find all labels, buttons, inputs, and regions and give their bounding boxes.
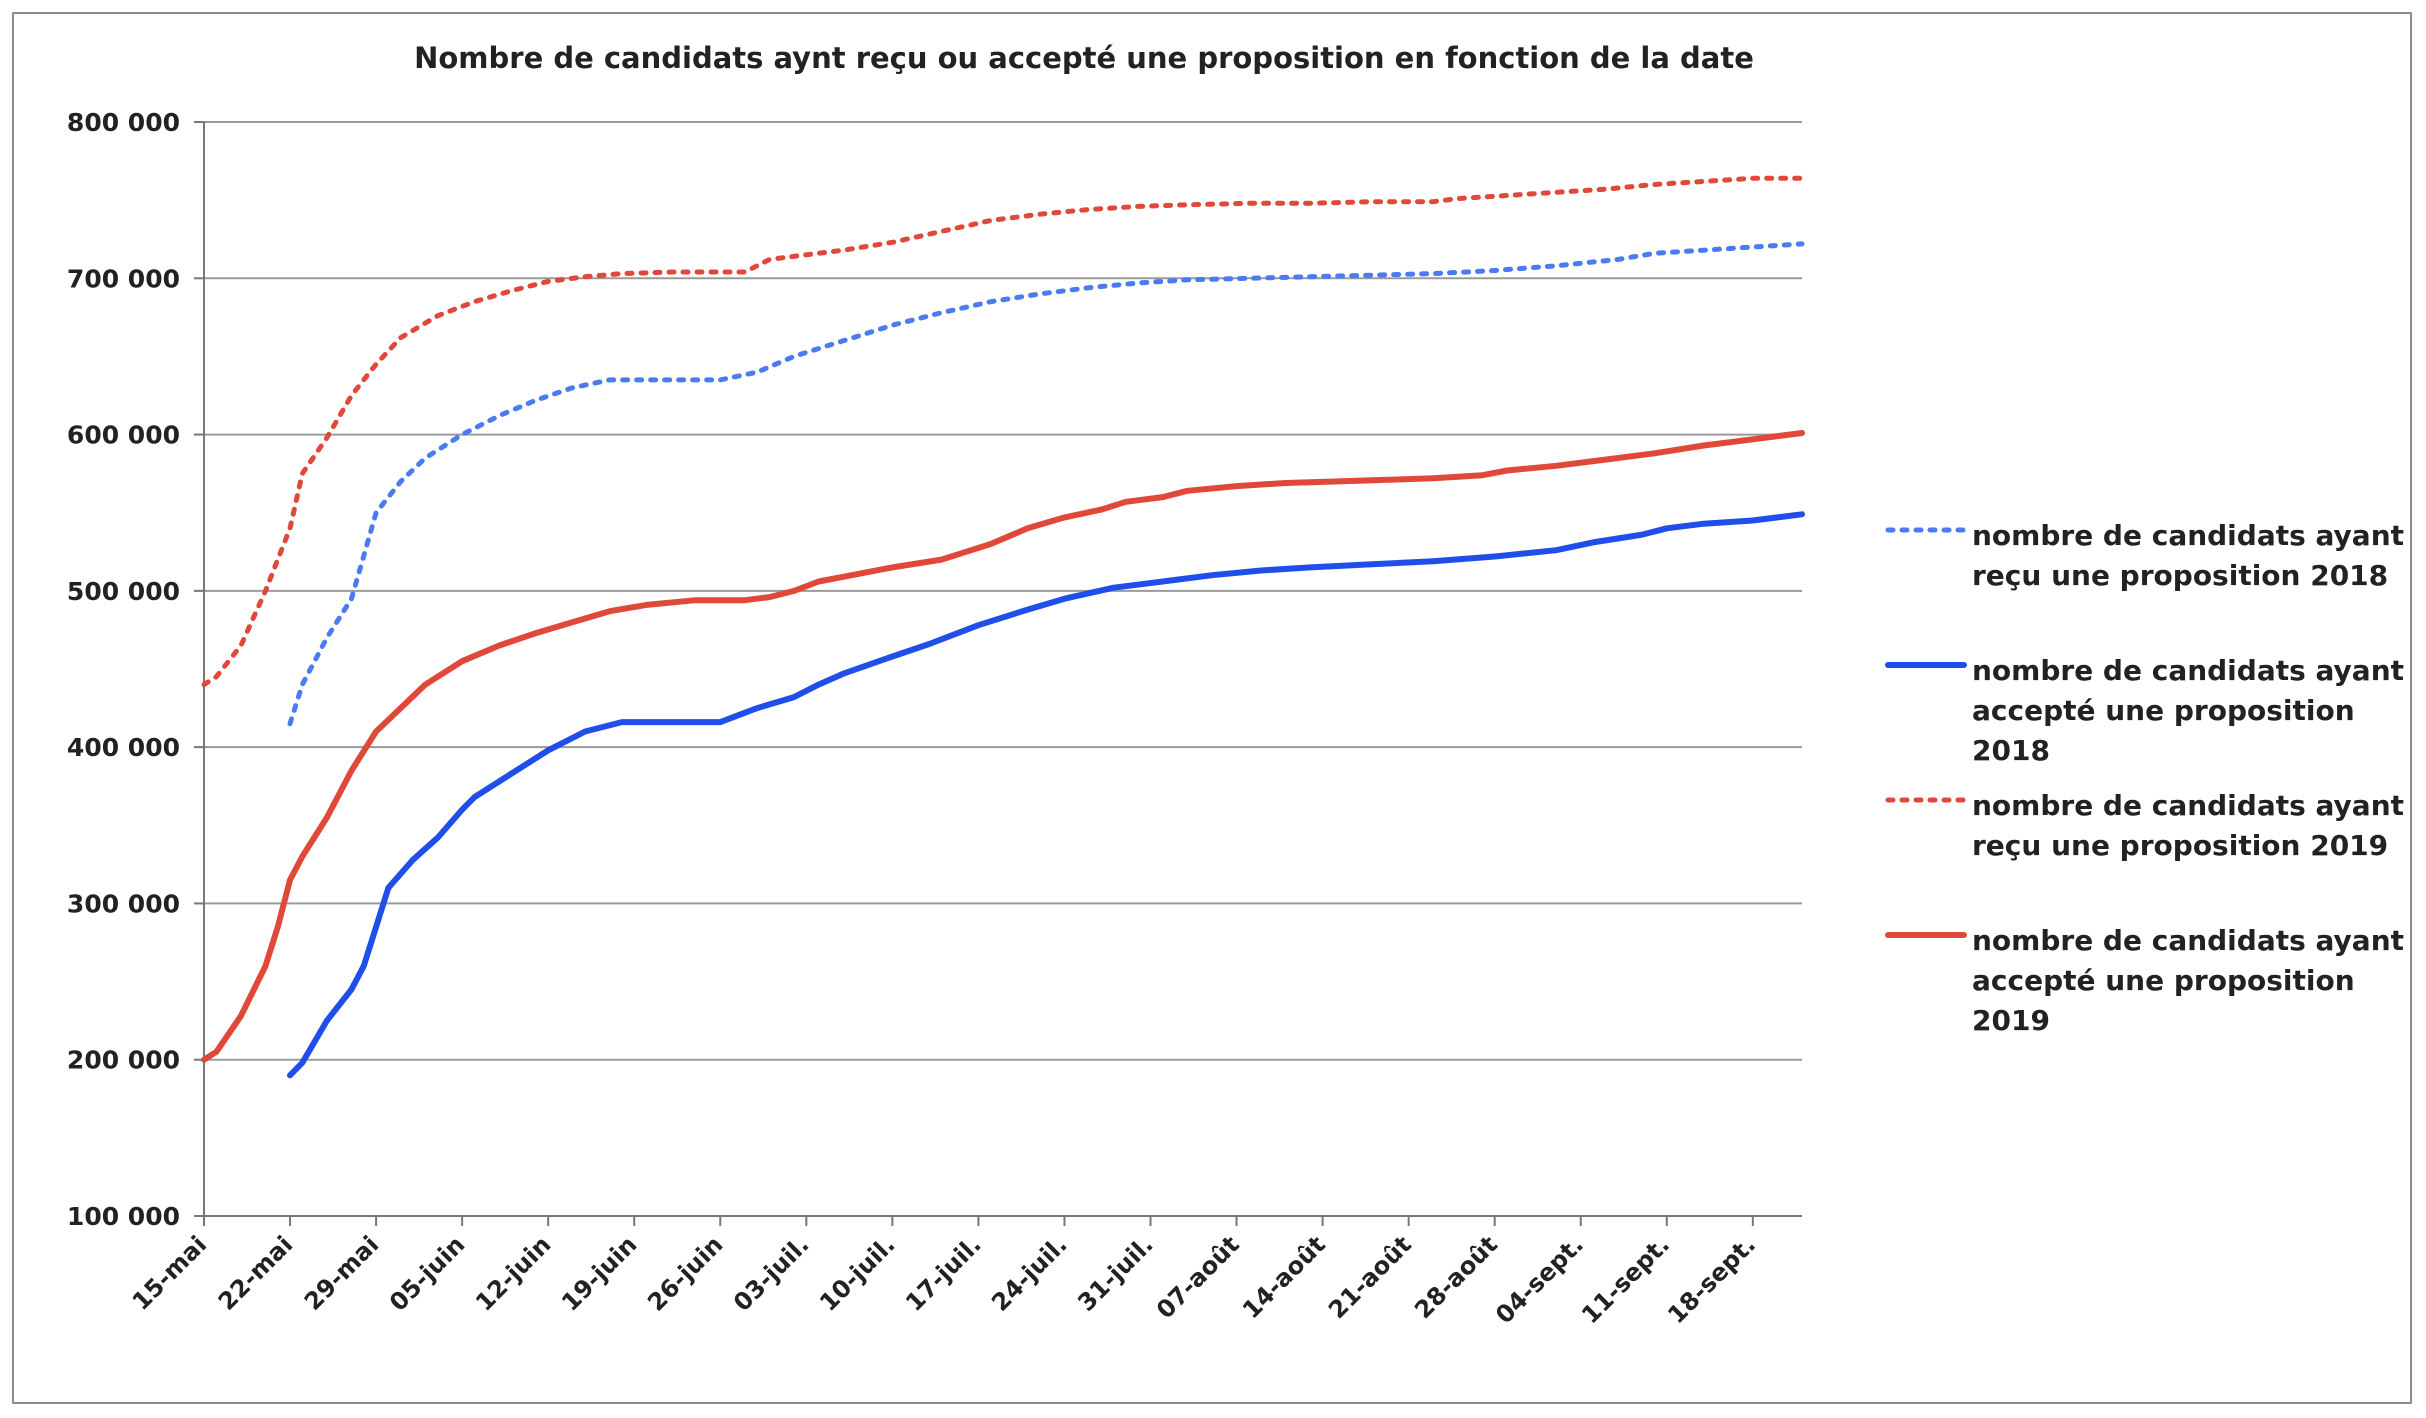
x-tick-label: 17-juil.: [900, 1230, 986, 1316]
legend-label-3: nombre de candidats ayant reçu une propos…: [1972, 789, 2404, 862]
chart-title: Nombre de candidats aynt reçu ou accepté…: [414, 41, 1754, 75]
x-tick-label: 03-juil.: [728, 1230, 814, 1316]
x-tick-label: 24-juil.: [986, 1230, 1072, 1316]
x-tick-label: 21-août: [1323, 1230, 1417, 1324]
x-tick-label: 11-sept.: [1576, 1230, 1675, 1329]
y-tick-label: 100 000: [67, 1202, 180, 1231]
x-tick-label: 10-juil.: [814, 1230, 900, 1316]
line-chart: Nombre de candidats aynt reçu ou accepté…: [67, 41, 2404, 1329]
x-tick-label: 19-juin: [556, 1230, 642, 1316]
x-tick-label: 29-mai: [299, 1230, 384, 1315]
y-tick-label: 400 000: [67, 733, 180, 762]
x-tick-label: 26-juin: [642, 1230, 728, 1316]
x-tick-label: 07-août: [1151, 1230, 1245, 1324]
x-tick-label: 28-août: [1409, 1230, 1503, 1324]
y-tick-label: 300 000: [67, 889, 180, 918]
gridlines: [204, 121, 1802, 1061]
x-tick-label: 15-mai: [127, 1230, 212, 1315]
x-tick-label: 04-sept.: [1490, 1230, 1589, 1329]
legend: nombre de candidats ayant reçu une propos…: [1885, 519, 2404, 1037]
y-tick-label: 700 000: [67, 264, 180, 293]
y-tick-label: 500 000: [67, 577, 180, 606]
x-axis-ticks: 15-mai 22-mai 29-mai 05-juin 12-juin 19-juin 2…: [127, 1216, 1761, 1329]
x-tick-label: 14-août: [1237, 1230, 1331, 1324]
legend-label-2: nombre de candidats ayant accepté une pro…: [1972, 654, 2404, 767]
x-tick-label: 12-juin: [470, 1230, 556, 1316]
series-lines: [201, 175, 1805, 1079]
y-axis-ticks: 100 000 200 000 300 000 400 000 500 000 600 0…: [67, 108, 204, 1231]
series-line-3: [201, 175, 1805, 688]
y-tick-label: 600 000: [67, 421, 180, 450]
x-tick-label: 05-juin: [384, 1230, 470, 1316]
chart-frame: Nombre de candidats aynt reçu ou accepté…: [12, 12, 2412, 1404]
series-line-4: [201, 430, 1805, 1063]
x-tick-label: 31-juil.: [1072, 1230, 1158, 1316]
legend-label-4: nombre de candidats ayant accepté une pro…: [1972, 924, 2404, 1037]
x-tick-label: 22-mai: [213, 1230, 298, 1315]
y-tick-label: 200 000: [67, 1046, 180, 1075]
series-line-1: [287, 241, 1805, 727]
x-tick-label: 18-sept.: [1662, 1230, 1761, 1329]
y-tick-label: 800 000: [67, 108, 180, 137]
axes: [203, 122, 1802, 1217]
series-line-2: [287, 511, 1805, 1079]
legend-label-1: nombre de candidats ayant reçu une propos…: [1972, 519, 2404, 592]
